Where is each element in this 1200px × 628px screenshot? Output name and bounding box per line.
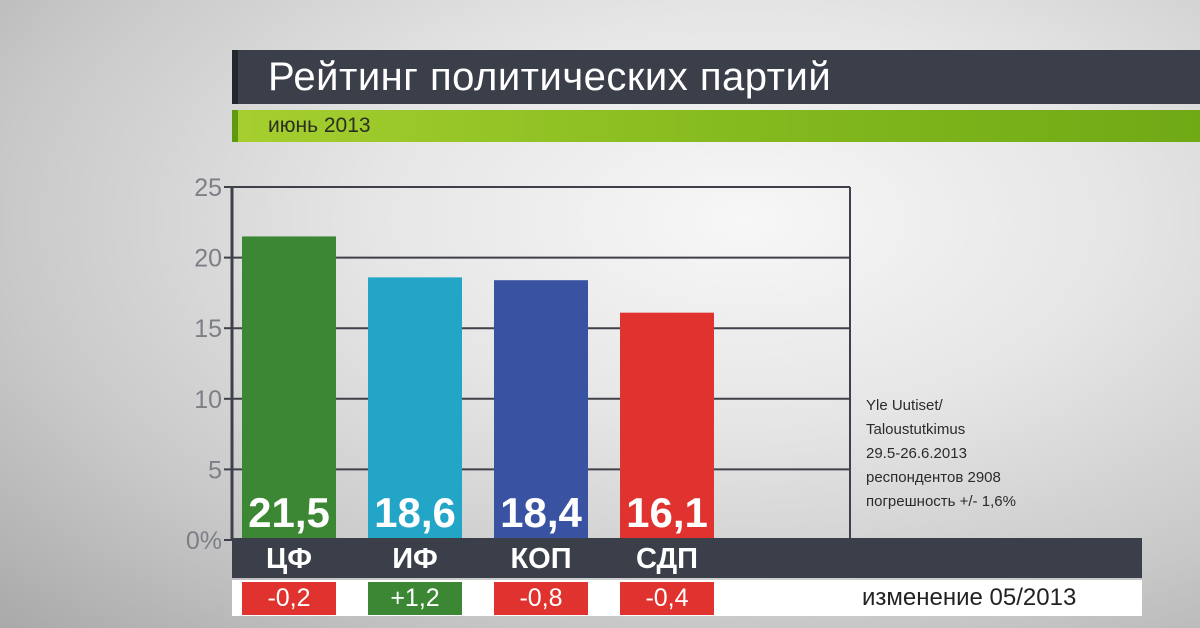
- source-line: Taloustutkimus: [866, 421, 966, 438]
- category-label-cf: ЦФ: [266, 543, 312, 575]
- bar-value-label: 16,1: [626, 489, 708, 536]
- chart-subtitle: июнь 2013: [268, 114, 371, 137]
- source-line: погрешность +/- 1,6%: [866, 493, 1016, 510]
- source-line: 29.5-26.6.2013: [866, 445, 967, 462]
- y-tick-label: 5: [208, 456, 222, 484]
- y-tick-label: 0%: [186, 527, 222, 555]
- bar-value-label: 18,6: [374, 489, 456, 536]
- bar-value-label: 21,5: [248, 489, 330, 536]
- title-bar: Рейтинг политических партий: [232, 50, 1200, 104]
- subtitle-accent: [232, 110, 238, 142]
- source-line: респондентов 2908: [866, 469, 1001, 486]
- change-value-if: +1,2: [368, 582, 462, 615]
- title-accent: [232, 50, 238, 104]
- y-tick-label: 20: [194, 245, 222, 273]
- change-value-sdp: -0,4: [620, 582, 714, 615]
- source-note: Yle Uutiset/ Taloustutkimus 29.5-26.6.20…: [866, 394, 1016, 514]
- chart-title: Рейтинг политических партий: [268, 55, 832, 99]
- source-line: Yle Uutiset/: [866, 397, 943, 414]
- bar-value-label: 18,4: [500, 489, 582, 536]
- bar: [242, 236, 336, 541]
- bar: [368, 277, 462, 540]
- y-tick-label: 15: [194, 315, 222, 343]
- bar: [620, 312, 714, 540]
- category-label-if: ИФ: [392, 543, 438, 575]
- subtitle-bar: июнь 2013: [232, 110, 1200, 142]
- category-label-kop: КОП: [510, 543, 572, 575]
- change-value-cf: -0,2: [242, 582, 336, 615]
- change-value-kop: -0,8: [494, 582, 588, 615]
- change-title: изменение 05/2013: [862, 584, 1077, 611]
- bar: [494, 280, 588, 540]
- y-tick-label: 10: [194, 386, 222, 414]
- y-tick-label: 25: [194, 174, 222, 202]
- category-label-sdp: СДП: [635, 543, 699, 575]
- category-bar: [232, 538, 1142, 578]
